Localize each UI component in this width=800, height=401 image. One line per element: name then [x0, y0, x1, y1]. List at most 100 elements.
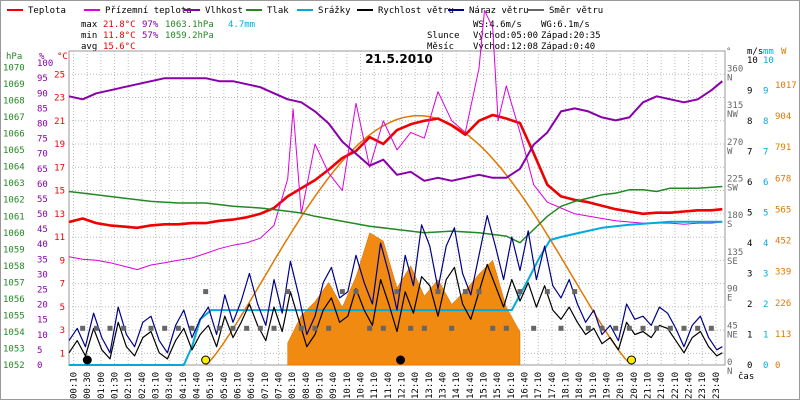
tick-percent: 40: [37, 240, 48, 250]
tick-direction-cardinal: SW: [727, 183, 738, 193]
stats-block: max 21.8°C 97% 1063.1hPa 4.7mm min 11.8°C 57% 10…: [81, 20, 601, 52]
series-line-0: [68, 113, 723, 230]
tick-time: 01:00: [97, 372, 107, 399]
axis-unit-mm: mm: [763, 47, 774, 57]
tick-watt: 452: [775, 237, 791, 247]
tick-hpa: 1069: [3, 80, 25, 90]
tick-watt: 904: [775, 112, 791, 122]
sunset-icon: [627, 355, 637, 365]
stats-min-temp: 11.8°C: [103, 31, 136, 41]
tick-mm: 8: [763, 117, 768, 127]
wind-direction-marker: [285, 289, 291, 295]
wind-direction-marker: [394, 289, 400, 295]
tick-direction-deg: 90: [727, 285, 738, 295]
series-line-2: [68, 77, 723, 182]
tick-percent: 50: [37, 210, 48, 220]
tick-time: 23:10: [698, 372, 708, 399]
stats-moon-rise: Východ:12:08: [473, 42, 538, 52]
wind-direction-marker: [326, 325, 332, 331]
tick-direction-cardinal: W: [727, 147, 733, 157]
tick-hpa: 1061: [3, 212, 25, 222]
tick-celsius: 1: [60, 349, 65, 359]
legend-label-4: Srážky: [318, 6, 351, 16]
wind-direction-marker: [490, 325, 496, 331]
tick-percent: 5: [37, 346, 42, 356]
tick-time: 05:40: [220, 372, 230, 399]
wind-direction-marker: [654, 325, 660, 331]
wind-direction-marker: [667, 325, 673, 331]
wind-direction-marker: [203, 289, 209, 295]
tick-ms: 8: [747, 117, 752, 127]
tick-hpa: 1064: [3, 163, 25, 173]
wind-direction-marker: [312, 325, 318, 331]
tick-time: 13:40: [439, 372, 449, 399]
wind-direction-marker: [175, 325, 181, 331]
tick-hpa: 1054: [3, 328, 25, 338]
tick-watt: 565: [775, 205, 791, 215]
tick-hpa: 1058: [3, 262, 25, 272]
tick-mm: 2: [763, 300, 768, 310]
stats-max-pressure: 1063.1hPa: [165, 20, 214, 30]
wind-direction-marker: [613, 325, 619, 331]
stats-min-label: min: [81, 31, 97, 41]
tick-percent: 10: [37, 331, 48, 341]
axis-unit-watt: W: [781, 47, 787, 57]
tick-hpa: 1059: [3, 245, 25, 255]
tick-time: 07:40: [275, 372, 285, 399]
wind-direction-marker: [558, 325, 564, 331]
tick-direction-cardinal: E: [727, 294, 732, 304]
series-line-6: [68, 215, 723, 354]
tick-time: 19:10: [589, 372, 599, 399]
tick-time: 06:40: [247, 372, 257, 399]
axis-unit-celsius: °C: [57, 52, 68, 62]
tick-direction-cardinal: N: [727, 367, 732, 377]
tick-time: 04:40: [193, 372, 203, 399]
tick-time: 18:10: [562, 372, 572, 399]
axis-unit-percent: %: [39, 52, 45, 62]
tick-time: 02:40: [138, 372, 148, 399]
axes: hPa% °C ° m/s mm Wčas107010691068106710661065…: [3, 47, 797, 399]
stats-wind-gust: WG:6.1m/s: [541, 20, 590, 30]
tick-percent: 85: [37, 104, 48, 114]
tick-hpa: 1060: [3, 229, 25, 239]
wind-direction-marker: [257, 325, 263, 331]
tick-time: 06:10: [234, 372, 244, 399]
tick-celsius: 3: [60, 326, 65, 336]
tick-direction-deg: 135: [727, 248, 743, 258]
wind-direction-marker: [162, 325, 168, 331]
tick-direction-deg: 0: [727, 358, 732, 368]
wind-direction-marker: [216, 325, 222, 331]
tick-ms: 4: [747, 239, 752, 249]
wind-direction-marker: [531, 325, 537, 331]
tick-hpa: 1065: [3, 146, 25, 156]
tick-time: 04:10: [179, 372, 189, 399]
tick-direction-cardinal: N: [727, 73, 732, 83]
wind-direction-marker: [544, 289, 550, 295]
stats-avg-temp: 15.6°C: [103, 42, 136, 52]
tick-time: 20:40: [630, 372, 640, 399]
stats-max-humidity: 97%: [142, 20, 159, 30]
tick-time: 08:40: [302, 372, 312, 399]
wind-direction-marker: [435, 289, 441, 295]
tick-celsius: 21: [54, 117, 65, 127]
tick-percent: 75: [37, 135, 48, 145]
tick-percent: 65: [37, 165, 48, 175]
legend-label-7: Směr větru: [549, 6, 603, 16]
tick-time: 15:40: [493, 372, 503, 399]
tick-time: 21:10: [644, 372, 654, 399]
stats-wind-speed: WS:4.6m/s: [473, 20, 522, 30]
tick-time: 07:10: [261, 372, 271, 399]
tick-time: 01:30: [111, 372, 121, 399]
tick-time: 02:10: [124, 372, 134, 399]
tick-percent: 70: [37, 150, 48, 160]
wind-direction-marker: [367, 325, 373, 331]
tick-hpa: 1062: [3, 196, 25, 206]
tick-time: 13:10: [425, 372, 435, 399]
tick-celsius: 25: [54, 70, 65, 80]
tick-mm: 0: [763, 361, 768, 371]
axis-unit-degree: °: [726, 47, 731, 57]
stats-min-humidity: 57%: [142, 31, 159, 41]
tick-time: 12:40: [411, 372, 421, 399]
wind-direction-marker: [298, 325, 304, 331]
